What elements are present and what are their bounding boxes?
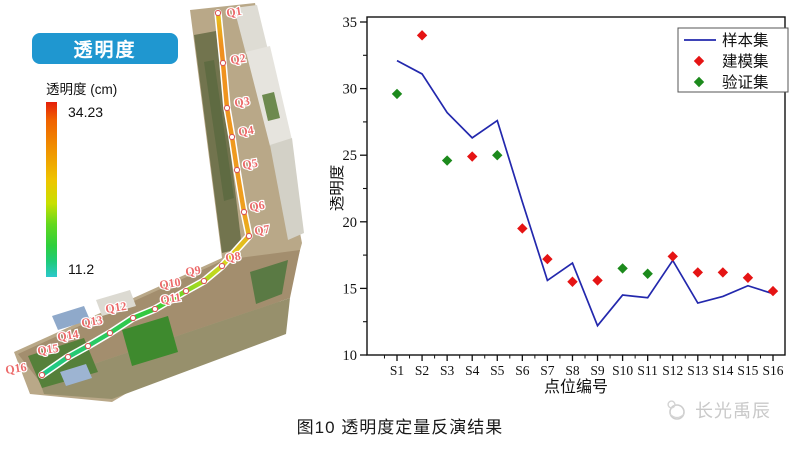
y-tick-label: 30	[343, 82, 358, 98]
map-point-label-Q10: Q10	[158, 275, 181, 292]
map-point-label-Q13: Q13	[80, 313, 103, 330]
map-point-label-Q15: Q15	[36, 341, 59, 358]
map-point-dot-Q2	[219, 59, 227, 67]
map-point-label-Q5: Q5	[241, 156, 258, 172]
map-point-dot-Q10	[182, 287, 190, 295]
scatter-point	[592, 275, 603, 286]
map-point-dot-Q12	[129, 314, 137, 322]
scatter-point	[542, 253, 553, 265]
watermark-logo: 长光禹辰	[664, 397, 771, 423]
map-point-dot-Q8	[218, 262, 226, 270]
y-tick-label: 15	[343, 281, 358, 297]
x-tick-label: S16	[762, 363, 783, 378]
transparency-badge: 透明度	[32, 33, 178, 64]
scatter-point	[767, 285, 779, 297]
scatter-point	[416, 30, 428, 41]
map-point-dot-Q5	[233, 166, 241, 174]
x-tick-label: S9	[590, 363, 605, 378]
map-point-label-Q12: Q12	[104, 299, 127, 316]
scatter-point	[667, 251, 678, 262]
x-tick-label: S10	[612, 363, 633, 378]
scatter-point	[742, 272, 754, 283]
transparency-chart: 10 15 20 25 30 35 S1 S2 S3 S4 S5 S6 S7 S8 S9 S10 S11 S12 S…	[330, 15, 789, 396]
scatter-point	[567, 276, 578, 287]
scatter-point	[467, 151, 478, 162]
x-tick-label: S13	[687, 363, 708, 378]
legend-label: 样本集	[722, 32, 769, 50]
x-tick-label: S11	[637, 363, 658, 378]
map-point-label-Q3: Q3	[233, 94, 250, 110]
map-point-dot-Q13	[106, 329, 114, 337]
map-point-dot-Q9	[200, 277, 208, 285]
map-point-label-Q2: Q2	[229, 51, 246, 67]
x-tick-label: S2	[415, 363, 429, 378]
sample-line	[396, 59, 774, 328]
map-point-label-Q4: Q4	[237, 123, 254, 139]
map-point-label-Q9: Q9	[184, 263, 201, 279]
map-point-dot-Q6	[240, 208, 248, 216]
satellite-globe-icon	[667, 400, 685, 420]
scatter-point	[391, 88, 403, 100]
scatter-point	[717, 267, 729, 278]
legend-label: 建模集	[722, 53, 769, 71]
x-tick-label: S6	[515, 363, 530, 378]
watermark-text: 长光禹辰	[695, 401, 771, 421]
y-axis-label: 透明度	[330, 165, 346, 212]
x-tick-label: S1	[390, 363, 404, 378]
map-point-dot-Q4	[228, 133, 236, 141]
y-tick-label: 25	[343, 148, 358, 164]
scatter-point	[517, 223, 528, 234]
x-tick-label: S8	[565, 363, 580, 378]
scatter-point	[692, 267, 703, 278]
x-tick-label: S4	[465, 363, 480, 378]
y-tick-label: 35	[343, 15, 358, 31]
map-point-label-Q1: Q1	[225, 4, 242, 20]
map-point-label-Q8: Q8	[224, 249, 241, 265]
legend-label: 验证集	[722, 74, 769, 92]
map-point-dot-Q15	[64, 353, 72, 361]
scatter-point	[693, 76, 705, 88]
scatter-point	[441, 155, 453, 166]
scatter-point	[492, 150, 503, 161]
y-tick-label: 10	[343, 348, 358, 364]
y-tick-label: 20	[343, 215, 358, 231]
x-tick-label: S14	[712, 363, 733, 378]
map-point-dot-Q16	[38, 371, 46, 379]
map-point-dot-Q14	[84, 342, 92, 350]
colorbar-title: 透明度 (cm)	[46, 82, 118, 97]
scatter-point	[693, 55, 705, 67]
colorbar-min-label: 11.2	[68, 261, 95, 277]
map-point-label-Q16: Q16	[4, 360, 27, 377]
map-point-dot-Q1	[214, 9, 222, 17]
scatter-point	[642, 268, 653, 279]
map-point-dot-Q11	[151, 305, 159, 313]
map-point-label-Q14: Q14	[56, 327, 79, 344]
x-tick-label: S3	[440, 363, 455, 378]
x-tick-label: S5	[490, 363, 505, 378]
map-point-label-Q11: Q11	[159, 290, 182, 307]
x-tick-label: S12	[662, 363, 683, 378]
map-point-label-Q7: Q7	[253, 222, 270, 238]
x-tick-label: S7	[540, 363, 555, 378]
scatter-point	[617, 263, 628, 274]
x-axis-label: 点位编号	[544, 378, 608, 396]
figure-caption: 图10 透明度定量反演结果	[296, 418, 504, 437]
x-tick-label: S15	[737, 363, 758, 378]
map-point-label-Q6: Q6	[248, 198, 265, 214]
colorbar-max-label: 34.23	[68, 104, 104, 120]
colorbar	[46, 102, 57, 277]
map-point-dot-Q3	[223, 104, 231, 112]
map-point-dot-Q7	[245, 232, 253, 240]
